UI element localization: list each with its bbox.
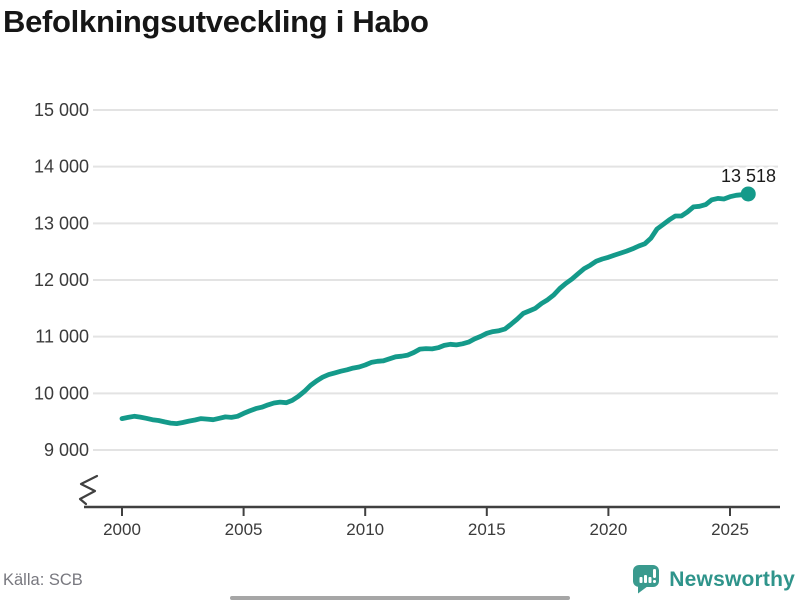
svg-text:10 000: 10 000 (34, 383, 89, 403)
newsworthy-logo-icon (633, 565, 660, 594)
svg-text:2000: 2000 (103, 520, 141, 539)
x-axis: 2000 2005 2010 2015 2020 2025 (78, 474, 780, 539)
svg-text:2020: 2020 (589, 520, 627, 539)
svg-text:15 000: 15 000 (34, 100, 89, 120)
bottom-bar (230, 596, 570, 600)
svg-text:2015: 2015 (468, 520, 506, 539)
svg-text:2005: 2005 (225, 520, 263, 539)
logo-bar-3 (648, 577, 652, 583)
y-axis-break-icon (78, 474, 99, 506)
y-gridlines (93, 109, 778, 451)
source-label: Källa: SCB (3, 571, 83, 589)
svg-text:12 000: 12 000 (34, 270, 89, 290)
logo-bar-2 (644, 575, 648, 583)
end-value-label: 13 518 (721, 166, 776, 186)
series-end-dot (740, 186, 756, 202)
svg-text:2010: 2010 (346, 520, 384, 539)
svg-text:11 000: 11 000 (35, 327, 89, 347)
svg-text:13 000: 13 000 (34, 213, 89, 233)
y-axis-labels: 9 000 10 000 11 000 12 000 13 000 14 000 15 00… (34, 100, 89, 460)
svg-text:2025: 2025 (711, 520, 749, 539)
logo-exclamation-dot (653, 580, 657, 583)
chart-title: Befolkningsutveckling i Habo (3, 4, 429, 39)
newsworthy-brand-link[interactable]: Newsworthy (631, 564, 795, 595)
svg-text:9 000: 9 000 (44, 440, 89, 460)
newsworthy-wordmark: Newsworthy (669, 567, 795, 591)
population-series-line (119, 191, 751, 427)
logo-bar-1 (639, 577, 643, 583)
svg-text:14 000: 14 000 (34, 157, 89, 177)
logo-exclamation-stem (653, 569, 657, 578)
